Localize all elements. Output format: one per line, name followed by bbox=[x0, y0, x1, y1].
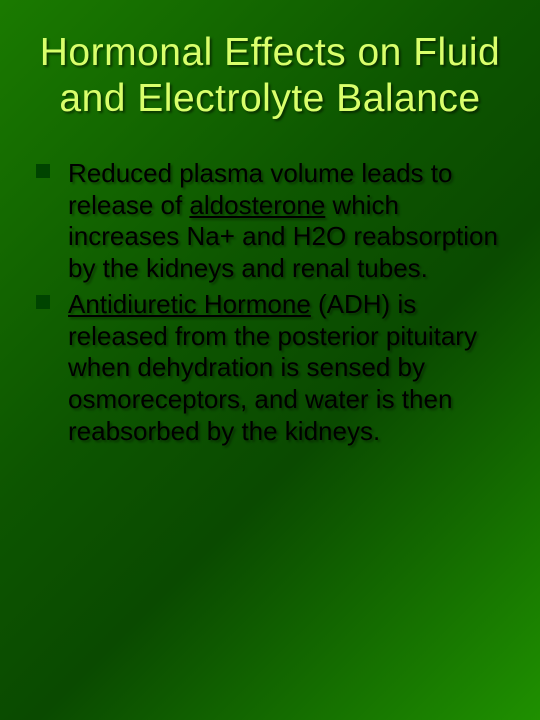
square-bullet-icon bbox=[36, 295, 50, 309]
bullet-list: Reduced plasma volume leads to release o… bbox=[28, 158, 512, 447]
underlined-term: aldosterone bbox=[189, 190, 325, 220]
list-item: Reduced plasma volume leads to release o… bbox=[36, 158, 512, 285]
list-item: Antidiuretic Hormone (ADH) is released f… bbox=[36, 289, 512, 448]
square-bullet-icon bbox=[36, 164, 50, 178]
underlined-term: Antidiuretic Hormone bbox=[68, 289, 311, 319]
bullet-text: Reduced plasma volume leads to release o… bbox=[68, 158, 498, 283]
slide-title: Hormonal Effects on Fluid and Electrolyt… bbox=[28, 30, 512, 122]
bullet-text: Antidiuretic Hormone (ADH) is released f… bbox=[68, 289, 477, 446]
